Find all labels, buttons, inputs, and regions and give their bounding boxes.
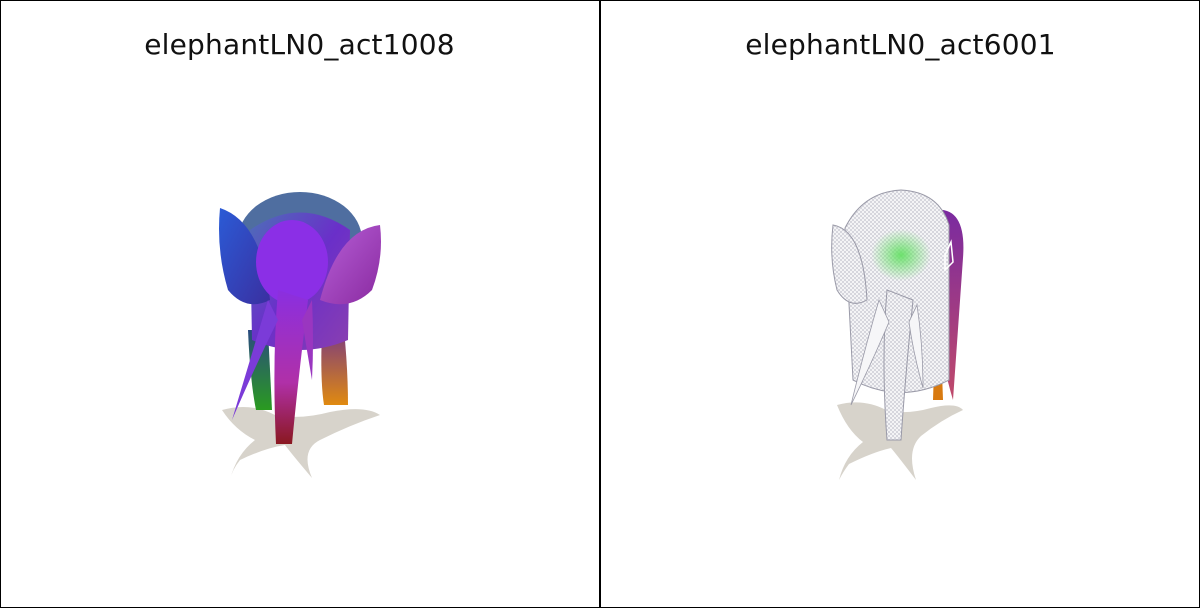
render-panel-left[interactable]: elephantLN0_act1008 xyxy=(0,0,599,608)
panel-title: elephantLN0_act6001 xyxy=(745,28,1056,61)
panel-title: elephantLN0_act1008 xyxy=(144,28,455,61)
elephant-render-solid[interactable] xyxy=(0,0,599,608)
panel-divider xyxy=(599,0,601,608)
elephant-render-wireframe[interactable] xyxy=(601,0,1200,608)
render-panel-right[interactable]: elephantLN0_act6001 xyxy=(601,0,1200,608)
